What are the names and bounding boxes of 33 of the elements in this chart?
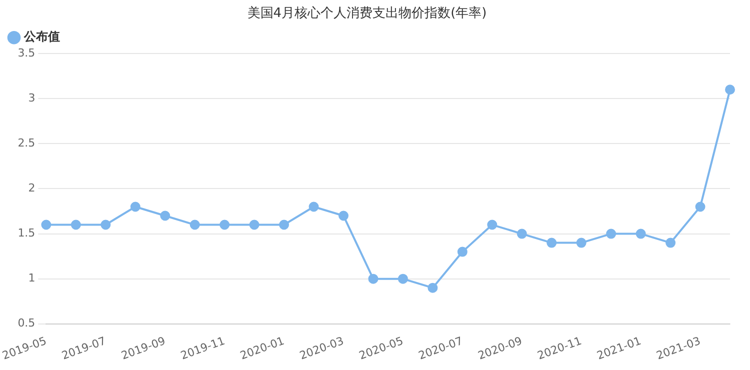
- point: [100, 220, 111, 230]
- y-tick-label: 1: [28, 272, 36, 285]
- point: [190, 220, 200, 230]
- point: [606, 228, 616, 239]
- point: [428, 282, 438, 293]
- point: [516, 228, 527, 239]
- point: [160, 210, 170, 221]
- point: [487, 220, 498, 230]
- legend-label: 公布值: [23, 30, 60, 44]
- point: [666, 238, 676, 248]
- y-tick-label: 1.5: [18, 226, 36, 240]
- point: [368, 274, 378, 284]
- chart-title: 美国4月核心个人消费支出物价指数(年率): [247, 5, 487, 22]
- point: [249, 220, 260, 230]
- point: [546, 238, 557, 248]
- y-tick-label: 2.5: [18, 136, 36, 150]
- point: [70, 220, 81, 230]
- point: [636, 228, 646, 239]
- point: [338, 210, 348, 221]
- y-tick-label: 3: [28, 92, 36, 105]
- point: [279, 220, 290, 230]
- point: [576, 238, 586, 248]
- point: [695, 202, 706, 212]
- point: [220, 220, 230, 230]
- y-tick-label: 2: [28, 182, 36, 195]
- y-tick-label: 3.5: [18, 46, 36, 60]
- point: [457, 246, 468, 257]
- y-tick-label: 0.5: [18, 316, 36, 330]
- point: [41, 220, 52, 230]
- point: [130, 202, 140, 212]
- point: [398, 274, 408, 284]
- point: [308, 202, 319, 212]
- point: [725, 84, 735, 95]
